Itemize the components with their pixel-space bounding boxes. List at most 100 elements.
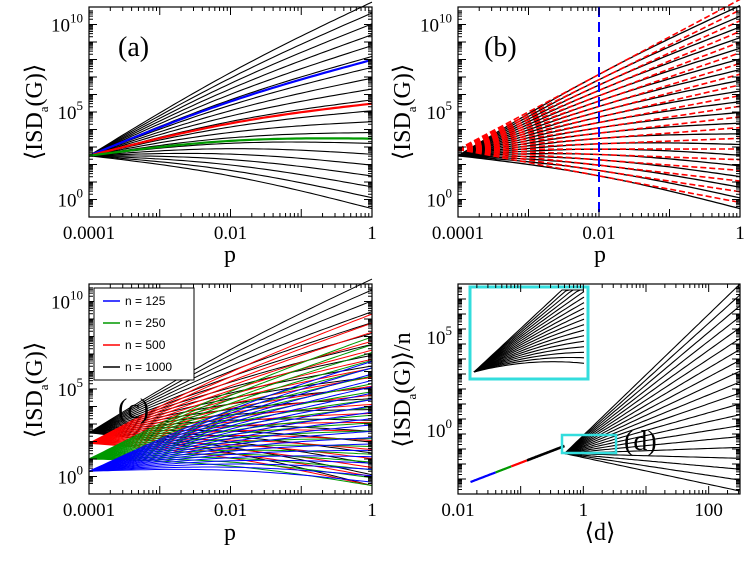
- inset-series-line: [473, 289, 584, 373]
- red-dashed-series-line: [457, 116, 741, 151]
- black-series-line: [88, 1, 373, 157]
- red-series-line: [88, 102, 373, 157]
- red-dashed-series-line: [457, 126, 741, 151]
- inset-series-line: [473, 302, 585, 373]
- series-line: [88, 360, 373, 472]
- series-line: [88, 311, 373, 434]
- green-series-line: [88, 137, 372, 157]
- series-line: [88, 392, 373, 472]
- series-line: [88, 418, 373, 472]
- series-line: [88, 379, 373, 472]
- x-tick-label: 0.0001: [63, 223, 115, 244]
- zoom-region-box: [560, 433, 618, 455]
- series-line: [88, 399, 373, 472]
- inset-series-line: [473, 340, 585, 373]
- y-tick-label: 100: [427, 416, 453, 442]
- red-dashed-series-line: [457, 73, 741, 151]
- black-series-line: [88, 121, 373, 157]
- red-dashed-series-line: [457, 148, 741, 172]
- legend-item-n500: n = 500: [125, 338, 166, 352]
- black-series-line: [564, 452, 741, 492]
- panel-a-xlabel: p: [224, 242, 236, 268]
- y-tick-label: 1010: [420, 11, 452, 37]
- y-tick-label: 105: [58, 98, 84, 124]
- panel-b-ticks: 0.0001 0.01 1 100 105 1010: [420, 7, 745, 244]
- y-tick-label: 100: [58, 463, 84, 489]
- black-series-line: [564, 316, 741, 454]
- x-tick-label: 100: [694, 500, 723, 521]
- black-series-line: [88, 45, 373, 157]
- series-line: [88, 463, 373, 472]
- x-tick-label: 1: [367, 500, 377, 521]
- inset-series-line: [473, 329, 585, 373]
- inset-series-line: [473, 296, 585, 373]
- black-series-line: [564, 403, 741, 455]
- y-tick-label: 105: [58, 375, 84, 401]
- series-line: [88, 358, 373, 444]
- series-line: [88, 322, 373, 444]
- series-line: [88, 373, 373, 472]
- panel-c-legend: n = 125 n = 250 n = 500 n = 1000: [93, 287, 195, 381]
- legend-frame: [93, 287, 195, 381]
- x-tick-label: 0.01: [582, 223, 615, 244]
- series-line: [88, 322, 373, 434]
- x-tick-label: 1: [367, 223, 377, 244]
- green-trunk-line: [495, 465, 512, 474]
- series-line: [88, 466, 373, 477]
- y-tick-label: 1010: [51, 288, 83, 314]
- series-line: [88, 354, 373, 434]
- series-line: [88, 349, 373, 444]
- series-line: [89, 432, 373, 454]
- black-series-line: [564, 452, 741, 481]
- black-series-line: [564, 381, 741, 455]
- series-line: [88, 289, 373, 434]
- series-line: [88, 459, 373, 472]
- series-line: [88, 405, 373, 472]
- black-series-line: [88, 155, 373, 188]
- panel-c: 0.0001 0.01 1 100 105 1010 n = 125 n = 250 n …: [22, 278, 377, 546]
- black-trunk-line: [526, 444, 565, 462]
- panel-d-xlabel: ⟨d⟩: [585, 520, 616, 546]
- inset-series-line: [473, 346, 585, 373]
- y-tick-label: 100: [58, 186, 84, 212]
- legend-item-n250: n = 250: [125, 316, 166, 330]
- black-series-line: [88, 148, 373, 157]
- black-series-line: [88, 152, 373, 166]
- series-line: [88, 406, 373, 460]
- series-line: [88, 340, 373, 444]
- series-line: [88, 343, 373, 434]
- panel-d-label: (d): [624, 426, 657, 457]
- y-tick-label: 105: [427, 98, 453, 124]
- panel-b-label: (b): [484, 32, 517, 63]
- black-series-line: [457, 155, 741, 199]
- panel-c-xlabel: p: [224, 520, 236, 546]
- inset-series-line: [473, 313, 585, 373]
- series-line: [88, 313, 373, 444]
- inset-series-line: [473, 307, 585, 373]
- black-series-line: [88, 110, 373, 157]
- panel-d-curves: [470, 283, 741, 492]
- red-dashed-series-line: [457, 148, 741, 182]
- black-series-line: [564, 327, 741, 454]
- black-series-line: [564, 305, 741, 454]
- x-tick-label: 0.01: [214, 500, 247, 521]
- inset-series-line: [473, 356, 585, 373]
- inset-series-line: [473, 289, 584, 373]
- inset-series-line: [473, 324, 585, 373]
- black-series-line: [564, 435, 741, 455]
- black-series-line: [564, 392, 741, 455]
- series-line: [88, 352, 373, 460]
- series-line: [88, 331, 373, 444]
- series-line: [88, 424, 373, 472]
- series-line: [88, 367, 373, 472]
- panel-b-ylabel: ⟨ISDa(G)⟩: [390, 64, 419, 161]
- red-dashed-series-line: [457, 9, 741, 151]
- series-line: [88, 449, 373, 472]
- panel-c-ticks: 0.0001 0.01 1 100 105 1010: [51, 284, 377, 521]
- legend-item-n125: n = 125: [125, 294, 166, 308]
- panel-c-ylabel: ⟨ISDa(G)⟩: [22, 342, 51, 439]
- black-series-line: [88, 12, 373, 157]
- series-line: [88, 443, 373, 472]
- inset-series-line: [473, 318, 585, 373]
